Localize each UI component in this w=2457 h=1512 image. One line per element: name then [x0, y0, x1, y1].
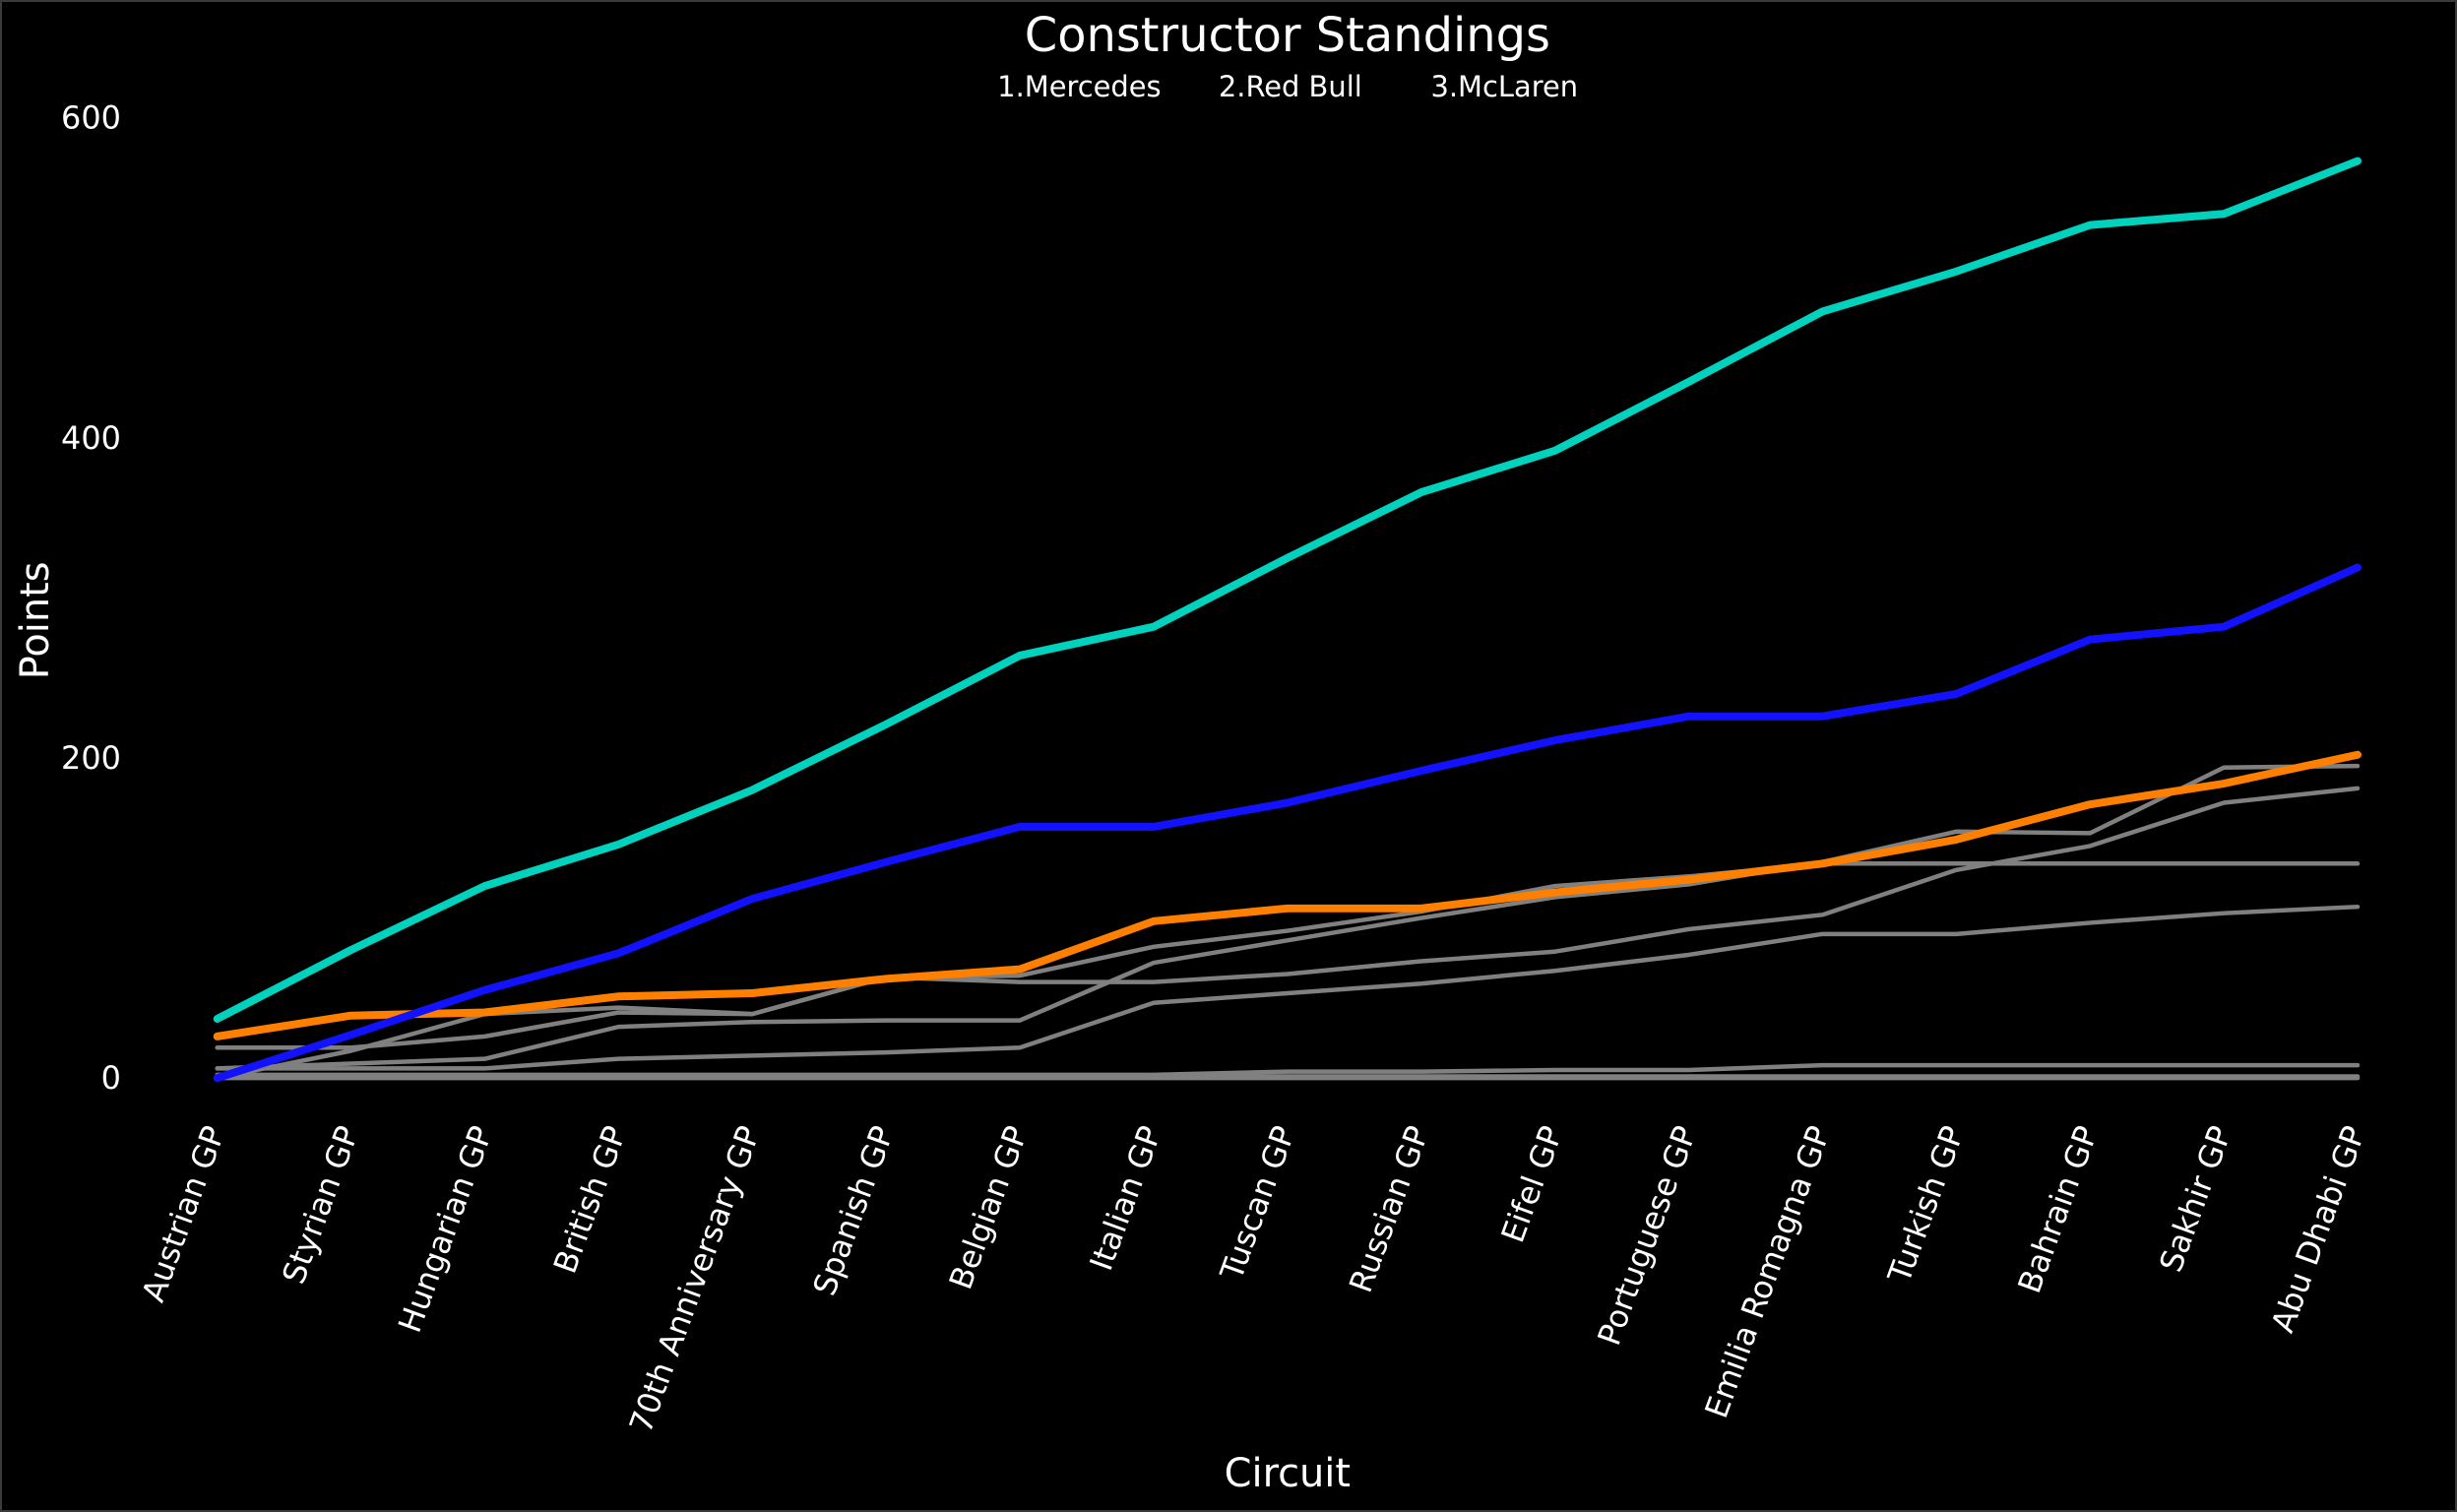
subtitle-third: 3.McLaren — [1430, 70, 1578, 103]
x-tick-label: Portuguese GP — [1590, 1121, 1704, 1351]
series-line-mclaren — [213, 750, 2362, 1040]
subtitle-first: 1.Mercedes — [997, 70, 1161, 103]
series-line-mercedes — [213, 157, 2362, 1023]
series-line-other-3 — [215, 904, 2361, 1071]
x-tick-label: Austrian GP — [134, 1121, 232, 1307]
x-tick-label: Hungarian GP — [391, 1121, 500, 1338]
y-tick-label: 400 — [61, 419, 121, 457]
x-tick-label: Spanish GP — [805, 1121, 901, 1300]
x-tick-label: Abu Dhabi GP — [2264, 1121, 2373, 1338]
y-tick-label: 200 — [61, 739, 121, 777]
x-tick-label: British GP — [546, 1121, 634, 1279]
x-axis-label: Circuit — [1225, 1451, 1351, 1496]
series-line-other-2 — [215, 786, 2361, 1081]
x-tick-label: Sakhir GP — [2152, 1121, 2239, 1277]
x-tick-label: Turkish GP — [1880, 1121, 1972, 1289]
series-line-other-1 — [215, 861, 2361, 1050]
x-tick-label: Eifel GP — [1493, 1121, 1570, 1247]
x-tick-label: Belgian GP — [942, 1121, 1036, 1294]
series-line-red-bull — [213, 563, 2362, 1083]
x-tick-label: Emilia Romagna GP — [1697, 1121, 1838, 1423]
series-lines — [213, 157, 2362, 1083]
x-tick-label: 70th Anniversary GP — [622, 1121, 768, 1438]
y-axis-ticks: 0 200 400 600 — [61, 99, 121, 1097]
x-axis-ticks: Austrian GP Styrian GP Hungarian GP British… — [134, 1121, 2372, 1438]
x-tick-label: Bahrain GP — [2010, 1121, 2105, 1298]
x-tick-label: Styrian GP — [275, 1121, 366, 1289]
y-axis-label: Points — [13, 561, 58, 679]
x-tick-label: Tuscan GP — [1213, 1121, 1303, 1286]
x-tick-label: Russian GP — [1342, 1121, 1436, 1297]
chart-title: Constructor Standings — [1025, 9, 1550, 63]
subtitle-second: 2.Red Bull — [1219, 70, 1362, 103]
y-tick-label: 600 — [61, 99, 121, 137]
x-tick-label: Italian GP — [1082, 1121, 1168, 1276]
series-line-other-0 — [215, 763, 2361, 1071]
y-tick-label: 0 — [101, 1059, 121, 1097]
